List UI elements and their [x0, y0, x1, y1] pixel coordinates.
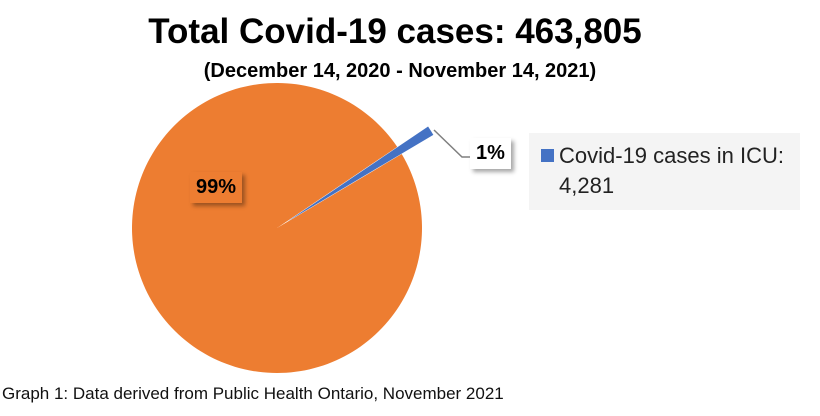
legend-value: 4,281: [559, 173, 615, 198]
legend-text: Covid-19 cases in ICU: 4,281: [559, 141, 784, 201]
legend: Covid-19 cases in ICU: 4,281: [529, 133, 800, 210]
pie-slice-not-icu: [131, 82, 422, 373]
leader-line: [433, 129, 472, 158]
chart-title: Total Covid-19 cases: 463,805: [148, 12, 642, 51]
chart-subtitle: (December 14, 2020 - November 14, 2021): [203, 60, 597, 82]
legend-swatch-icu: [541, 149, 554, 162]
pie-slice-icu: [287, 126, 434, 222]
data-label-99: 99%: [190, 172, 243, 203]
caption: Graph 1: Data derived from Public Health…: [2, 384, 504, 403]
data-label-1: 1%: [470, 138, 511, 169]
legend-label: Covid-19 cases in ICU:: [559, 143, 784, 168]
